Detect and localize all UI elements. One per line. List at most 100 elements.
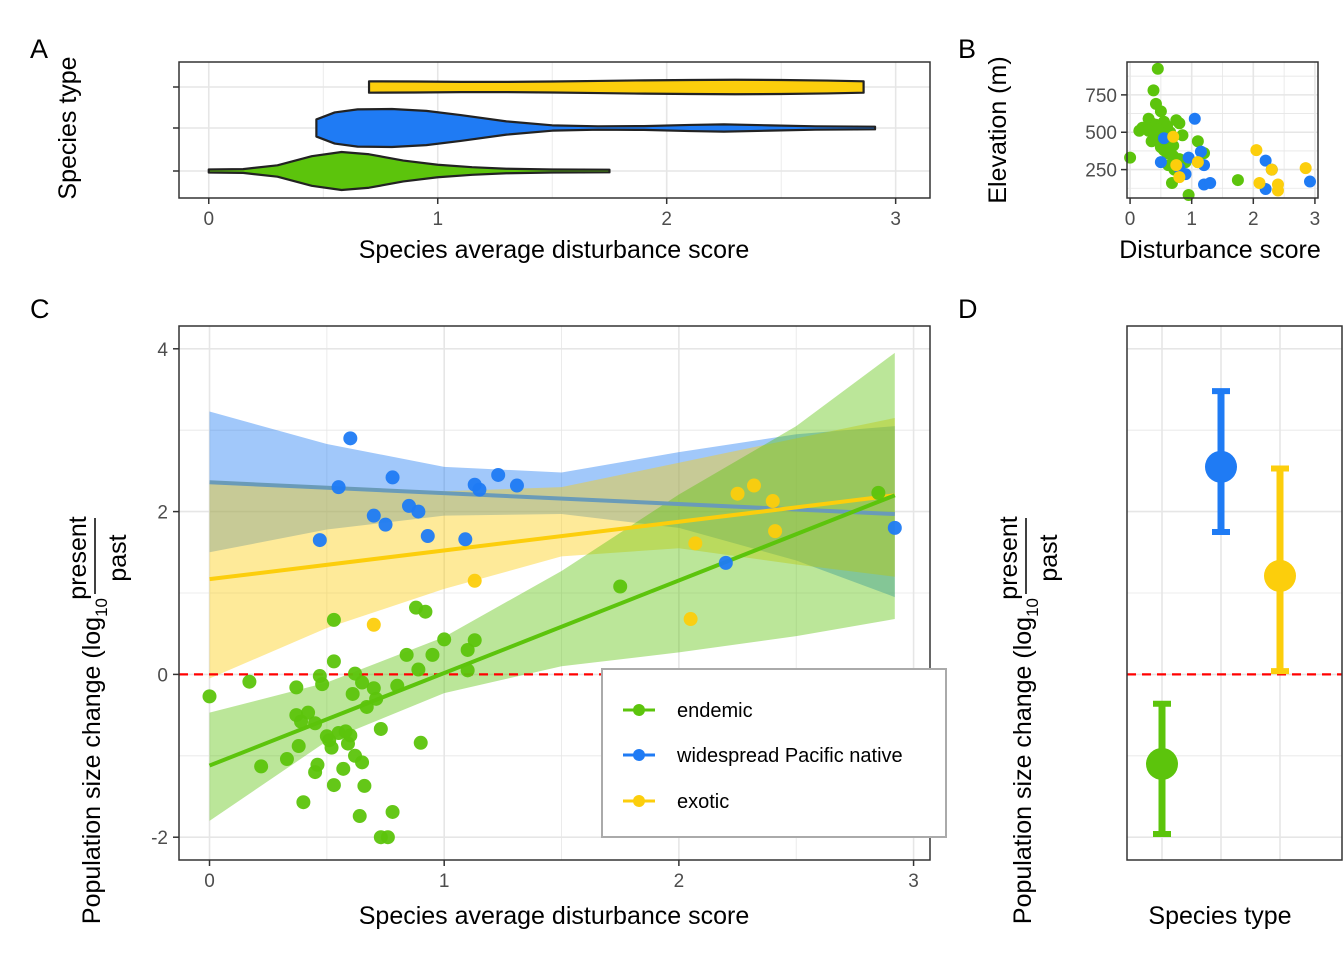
violin-exotic (367, 78, 865, 96)
legend-key-point (633, 704, 645, 716)
panel-c-x-tick-label: 1 (439, 871, 450, 892)
point-endemic (202, 689, 217, 704)
point-endemic (460, 663, 475, 678)
panel-b-point-exotic (1271, 184, 1284, 197)
panel-c-ylabel: Population size change (log10 present pa… (64, 516, 132, 924)
panel-b-point-widespread-pacific-native (1303, 175, 1316, 188)
legend: endemic widespread Pacific native exotic (601, 668, 947, 838)
point-endemic (326, 778, 341, 793)
panel-d-ylabel-main: Population size change (log (1009, 617, 1037, 924)
panel-b-point-widespread-pacific-native (1154, 156, 1167, 169)
panel-c-x-tick-label: 0 (204, 871, 215, 892)
panel-b-tag: B (958, 34, 976, 64)
legend-key-point (633, 749, 645, 761)
point-endemic (613, 579, 628, 594)
panel-c-y-tick-label: -2 (151, 828, 168, 849)
panel-b-point-endemic (1154, 105, 1167, 118)
panel-b-x-tick-label: 2 (1248, 209, 1259, 230)
panel-c-y-tick-label: 4 (157, 340, 168, 361)
point-endemic (380, 830, 395, 845)
legend-box (601, 668, 947, 838)
panel-c-border (178, 325, 931, 861)
pointrange-exotic (1264, 465, 1296, 675)
legend-item-exotic: exotic (623, 791, 729, 813)
point-widespread-pacific-native (472, 482, 487, 497)
panel-b-point-endemic (1145, 135, 1158, 148)
panel-b-x-tick-label: 0 (1125, 209, 1136, 230)
point-exotic (366, 617, 381, 632)
panel-b-point-endemic (1151, 62, 1164, 75)
point-endemic (411, 662, 426, 677)
panel-c-ylabel-den: past (104, 534, 132, 581)
panel-b-point-endemic (1173, 117, 1186, 130)
panel-b-point-endemic (1147, 84, 1160, 97)
point-widespread-pacific-native (420, 529, 435, 544)
point-widespread-pacific-native (331, 480, 346, 495)
legend-key-point (633, 795, 645, 807)
point-exotic (768, 524, 783, 539)
panel-a-x-tick-label: 1 (432, 209, 443, 230)
point-endemic (413, 735, 428, 750)
point-widespread-pacific-native (312, 533, 327, 548)
point-endemic (399, 647, 414, 662)
mean-point (1205, 450, 1237, 483)
point-endemic (315, 677, 330, 692)
panel-d-ylabel-den: past (1035, 534, 1063, 581)
svg-text:Population size change (log10: Population size change (log10 (1009, 598, 1042, 924)
point-endemic (343, 728, 358, 743)
point-endemic (326, 612, 341, 627)
panel-b-y-tick-label: 750 (1085, 86, 1117, 107)
panel-c-ylabel-main: Population size change (log (78, 617, 106, 924)
panel-d-ylabel: Population size change (log10 present pa… (995, 516, 1063, 924)
panel-b-point-exotic (1250, 144, 1263, 157)
panel-b-x-tick-label: 3 (1310, 209, 1321, 230)
panel-a-tag: A (30, 34, 48, 64)
panel-a-xlabel: Species average disturbance score (359, 236, 750, 264)
point-exotic (683, 612, 698, 627)
point-endemic (871, 485, 886, 500)
point-endemic (242, 674, 257, 689)
panel-b-ylabel: Elevation (m) (984, 56, 1012, 203)
panel-b-point-exotic (1265, 163, 1278, 176)
panel-c-x-tick-label: 3 (908, 871, 919, 892)
point-endemic (467, 633, 482, 648)
panel-b-y-tick-label: 500 (1085, 123, 1117, 144)
point-endemic (326, 654, 341, 669)
panel-b: 0 1 2 3 250 500 750 (1085, 61, 1321, 230)
panel-b-point-endemic (1191, 135, 1204, 148)
point-endemic (425, 647, 440, 662)
point-exotic (688, 536, 703, 551)
panel-a-ylabel: Species type (54, 56, 82, 199)
panel-b-y-tick-label: 250 (1085, 161, 1117, 182)
panel-b-point-widespread-pacific-native (1194, 145, 1207, 158)
panel-c-ylabel-num: present (64, 516, 92, 599)
panel-b-point-endemic (1151, 123, 1164, 136)
point-exotic (730, 486, 745, 501)
point-widespread-pacific-native (385, 470, 400, 485)
ci-band-exotic (209, 417, 895, 679)
point-endemic (385, 804, 400, 819)
point-widespread-pacific-native (887, 520, 902, 535)
pointrange-widespread-pacific-native (1205, 388, 1237, 535)
point-endemic (390, 678, 405, 693)
point-endemic (373, 721, 388, 736)
point-exotic (467, 573, 482, 588)
panel-a-border (178, 61, 931, 199)
point-widespread-pacific-native (491, 467, 506, 482)
legend-label: exotic (677, 791, 729, 813)
panel-b-point-widespread-pacific-native (1259, 154, 1272, 167)
panel-b-border (1126, 61, 1319, 199)
point-endemic (310, 757, 325, 772)
violin-widespread-pacific-native (315, 107, 877, 149)
ci-band-widespread-pacific-native (209, 411, 895, 598)
panel-b-point-endemic (1176, 129, 1189, 142)
panel-b-point-widespread-pacific-native (1157, 132, 1170, 145)
panel-b-point-exotic (1191, 156, 1204, 169)
panel-c-x-tick-label: 2 (674, 871, 685, 892)
point-endemic (359, 699, 374, 714)
fit-line-endemic (208, 493, 896, 768)
panel-c-y-tick-label: 2 (157, 503, 168, 524)
point-widespread-pacific-native (411, 504, 426, 519)
panel-d (1126, 325, 1343, 861)
